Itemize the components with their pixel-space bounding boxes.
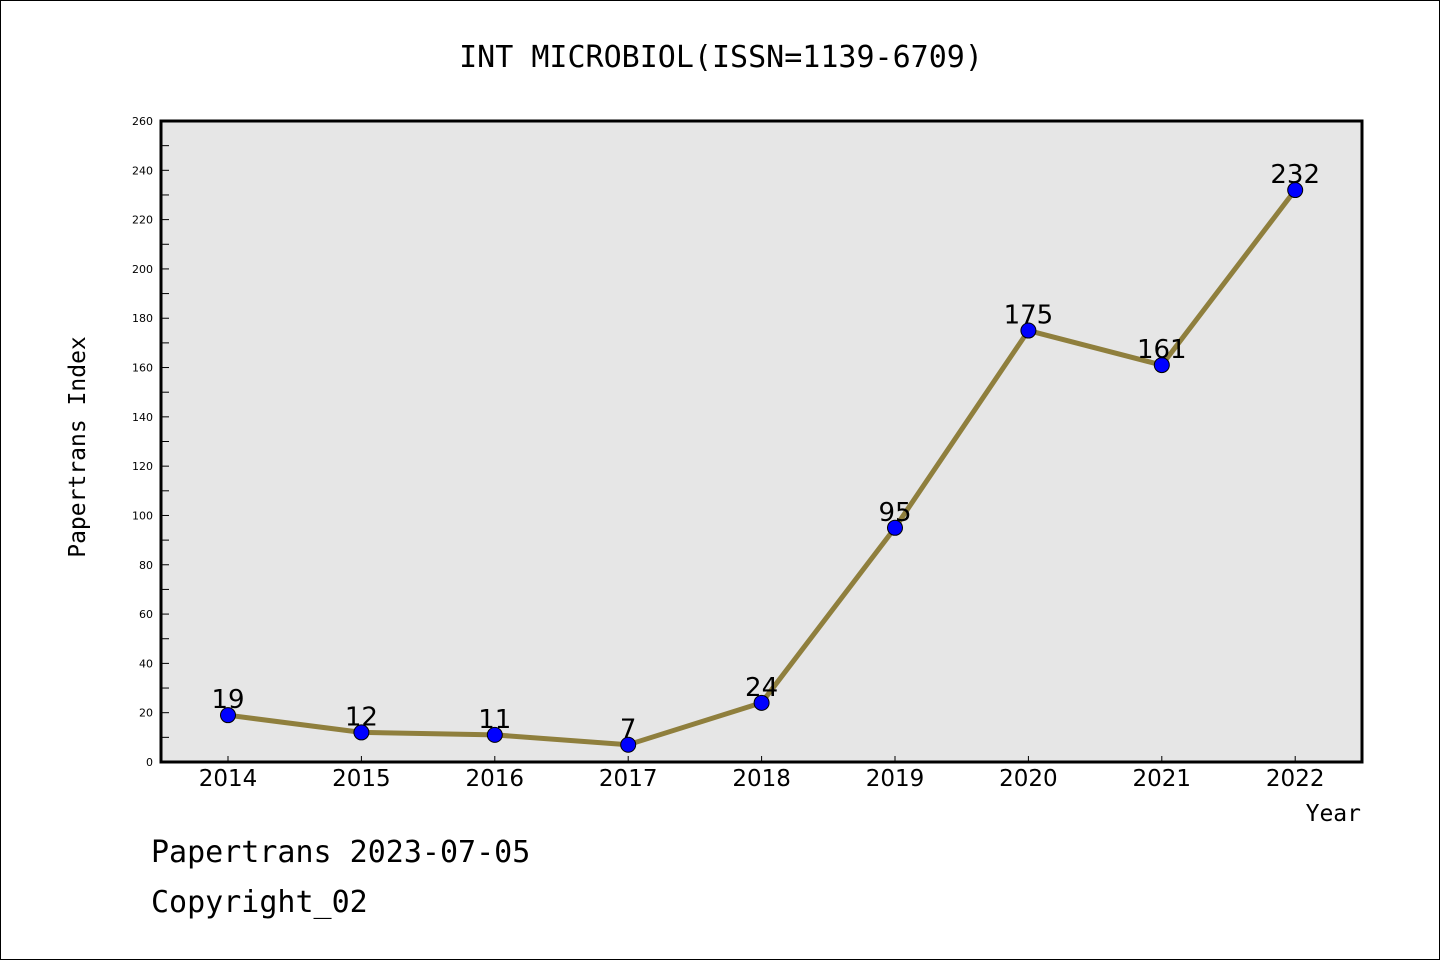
y-tick-label: 120 [132, 460, 153, 473]
data-label: 19 [211, 685, 244, 715]
data-point [753, 694, 770, 711]
y-tick-label: 200 [132, 263, 153, 276]
data-label: 161 [1137, 335, 1187, 365]
y-tick-label: 180 [132, 312, 153, 325]
x-tick-label: 2015 [332, 766, 391, 792]
data-point [1153, 357, 1170, 374]
y-tick-label: 260 [132, 115, 153, 128]
x-tick-label: 2019 [866, 766, 925, 792]
data-point [486, 726, 503, 743]
chart-title: INT MICROBIOL(ISSN=1139-6709) [459, 40, 983, 75]
x-tick-label: 2018 [732, 766, 791, 792]
x-tick-label: 2014 [199, 766, 258, 792]
y-tick-label: 100 [132, 509, 153, 522]
data-point [1020, 322, 1037, 339]
x-tick-label: 2022 [1266, 766, 1325, 792]
data-label: 11 [478, 705, 511, 735]
y-tick-label: 60 [139, 608, 153, 621]
data-point [620, 736, 637, 753]
y-tick-label: 40 [139, 657, 153, 670]
data-label: 95 [878, 498, 911, 528]
data-label: 175 [1004, 301, 1054, 331]
y-axis-ticks: 0 20 40 60 80 100 120 140 160 180 200 220 240 260 [132, 115, 169, 769]
y-tick-label: 160 [132, 362, 153, 375]
data-label: 232 [1270, 160, 1320, 190]
x-tick-label: 2021 [1133, 766, 1192, 792]
y-tick-label: 240 [132, 164, 153, 177]
y-tick-label: 0 [146, 756, 153, 769]
y-axis-label: Papertrans Index [65, 336, 91, 558]
footer-date: Papertrans 2023-07-05 [151, 835, 531, 870]
data-label: 12 [345, 702, 378, 732]
x-axis-label: Year [1306, 801, 1361, 827]
data-point [887, 519, 903, 536]
x-tick-label: 2020 [999, 766, 1058, 792]
plot-border [159, 119, 1364, 764]
x-axis-ticks: 2014 2015 2016 2017 2018 2019 2020 2021 2022 [199, 756, 1325, 792]
footer-copyright: Copyright_02 [151, 885, 368, 920]
x-tick-label: 2017 [599, 766, 658, 792]
data-point [220, 707, 236, 724]
y-tick-label: 140 [132, 411, 153, 424]
y-tick-label: 220 [132, 214, 153, 227]
data-markers [220, 182, 1304, 753]
data-labels: 19 12 11 7 24 95 175 161 232 [211, 160, 1320, 745]
y-tick-label: 80 [139, 559, 153, 572]
data-label: 24 [745, 673, 778, 703]
y-tick-label: 20 [139, 707, 153, 720]
data-label: 7 [620, 715, 637, 745]
data-point [1287, 182, 1304, 199]
plot-area [161, 121, 1362, 762]
x-tick-label: 2016 [466, 766, 525, 792]
data-point [353, 724, 370, 741]
